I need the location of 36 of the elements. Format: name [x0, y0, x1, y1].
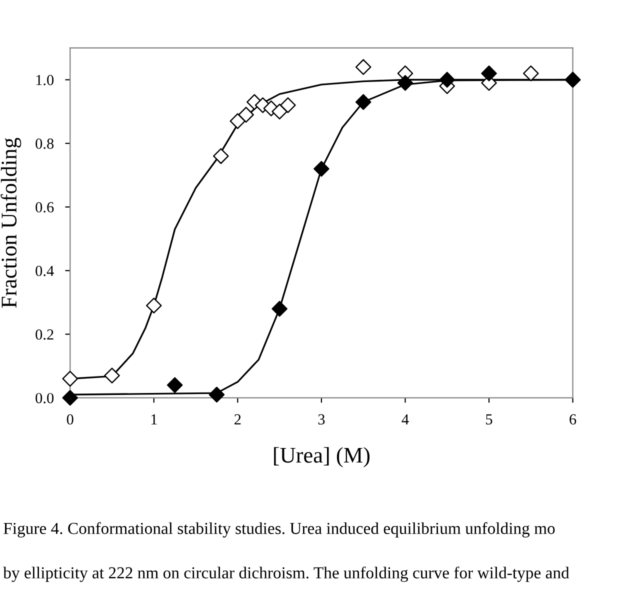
point: [230, 113, 246, 130]
x-tick-label: 2: [234, 414, 241, 424]
text: by ellipticity at 222 nm on circular dichroism. The unfolding curve for wild-type and: [3, 566, 570, 582]
point: [355, 94, 372, 110]
point: [146, 298, 162, 314]
point: [280, 97, 296, 114]
point: [104, 368, 120, 384]
y-tick-label: 0.8: [36, 138, 54, 149]
x-axis-title: [Urea] (M): [274, 447, 370, 468]
point: [213, 148, 229, 164]
point: [314, 160, 330, 177]
y-tick-label: 0.4: [36, 266, 54, 276]
point: [272, 104, 288, 120]
y-tick-label: 1.0: [36, 74, 54, 86]
x-tick-label: 0: [66, 414, 74, 425]
x-tick-label: 5: [486, 414, 492, 425]
caption: Figure 4. Conformational stability studies. Urea induced equilibrium unfolding mo: [4, 522, 555, 538]
x-tick-label: 6: [570, 414, 576, 425]
y-tick-label: 0.0: [36, 392, 54, 404]
point: [397, 75, 414, 91]
point: [481, 65, 497, 82]
point: [62, 390, 78, 406]
point: [62, 370, 78, 387]
point: [439, 72, 456, 88]
point: [238, 106, 254, 123]
y-axis-title: Fraction Unfolding: [0, 138, 22, 308]
point: [208, 386, 225, 403]
point: [272, 300, 288, 317]
y-tick-label: 0.2: [36, 329, 54, 340]
x-tick-label: 3: [318, 414, 325, 425]
point: [522, 65, 539, 82]
x-tick-label: 4: [402, 414, 409, 424]
y-tick-label: 0.6: [36, 202, 54, 213]
x-tick-label: 1: [151, 414, 157, 424]
point: [355, 59, 372, 75]
point: [166, 377, 183, 394]
